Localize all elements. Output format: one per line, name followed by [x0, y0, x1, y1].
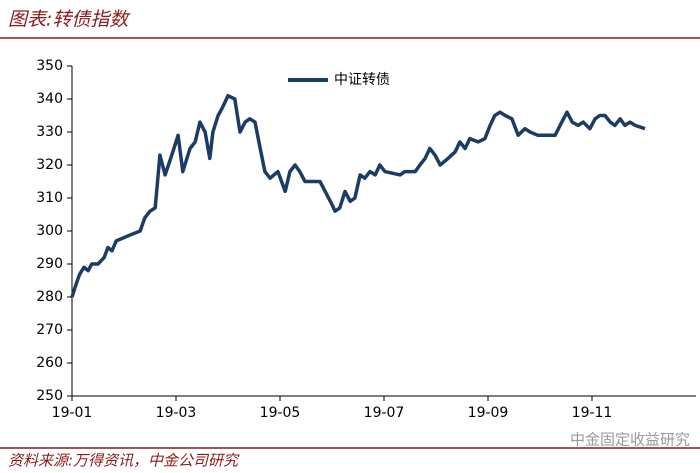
y-tick-label: 350	[36, 58, 63, 74]
y-tick-label: 340	[36, 91, 63, 107]
y-tick-label: 320	[36, 157, 63, 173]
x-tick-label: 19-09	[468, 405, 509, 421]
x-tick-label: 19-03	[156, 405, 197, 421]
y-tick-label: 300	[36, 223, 63, 239]
y-tick-label: 280	[36, 289, 63, 305]
y-tick-label: 330	[36, 124, 63, 140]
x-tick-label: 19-07	[364, 405, 405, 421]
legend-label: 中证转债	[334, 72, 390, 88]
watermark: 中金固定收益研究	[570, 431, 690, 449]
series-line	[70, 93, 646, 298]
y-tick-label: 310	[36, 190, 63, 206]
y-tick-label: 250	[36, 388, 63, 404]
x-tick-label: 19-01	[52, 405, 93, 421]
y-tick-label: 270	[36, 322, 63, 338]
y-tick-label: 290	[36, 256, 63, 272]
x-tick-label: 19-05	[260, 405, 301, 421]
source-note: 资料来源:万得资讯，中金公司研究	[8, 452, 240, 470]
header-title: 图表:转债指数	[8, 9, 131, 31]
y-tick-label: 260	[36, 355, 63, 371]
x-tick-label: 19-11	[572, 405, 613, 421]
